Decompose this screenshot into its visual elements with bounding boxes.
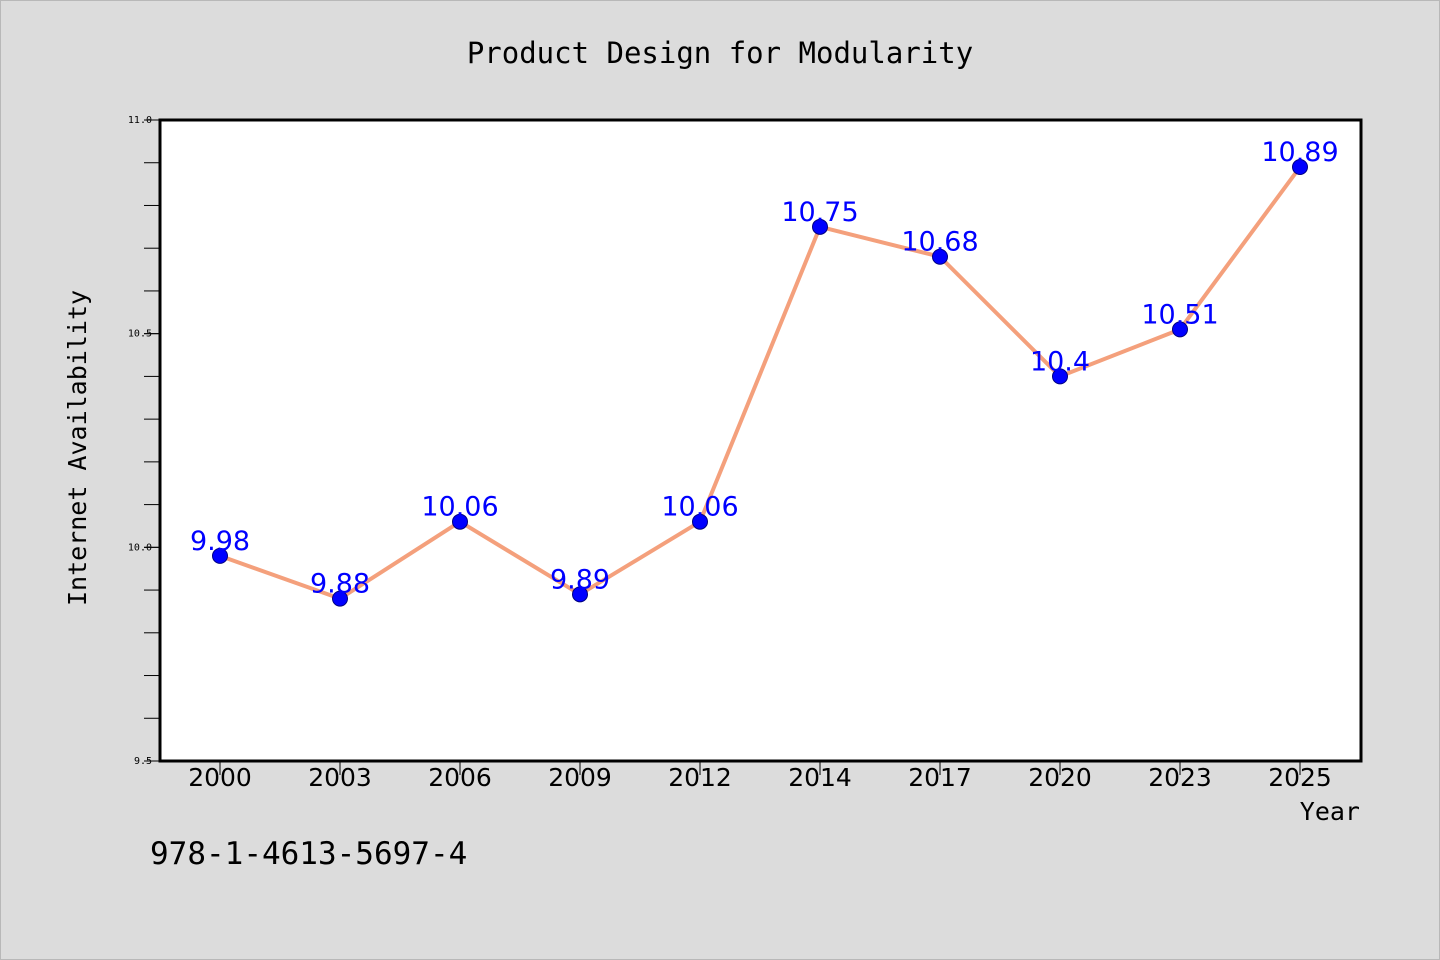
series-markers: [212, 159, 1308, 607]
data-point-marker: [572, 586, 588, 603]
data-point-marker: [1172, 321, 1188, 338]
data-label: 10.51: [1141, 299, 1218, 330]
x-tick-label: 2025: [1268, 763, 1332, 792]
data-point-marker: [1292, 159, 1308, 176]
data-label: 10.4: [1030, 346, 1090, 377]
data-label: 9.89: [550, 564, 610, 595]
series-line: [218, 165, 1302, 601]
x-tick-label: 2000: [188, 763, 252, 792]
data-point-marker: [452, 513, 468, 530]
y-tick-label: 11.0: [128, 115, 152, 126]
x-tick-label: 2014: [788, 763, 852, 792]
plot-area: [160, 120, 1361, 761]
data-label: 9.98: [190, 526, 250, 557]
x-tick-label: 2012: [668, 763, 732, 792]
chart-title: Product Design for Modularity: [467, 36, 973, 70]
data-point-marker: [212, 547, 228, 564]
data-point-marker: [932, 248, 948, 265]
series-line-path: [218, 165, 1302, 601]
x-tick-label: 2023: [1148, 763, 1212, 792]
x-tick-label: 2020: [1028, 763, 1092, 792]
y-tick-label: 10.5: [128, 329, 152, 340]
data-point-marker: [1052, 368, 1068, 385]
y-axis: 9.5 10.0 10.5 11.0: [128, 115, 160, 767]
x-tick-label: 2003: [308, 763, 372, 792]
y-axis-label: Internet Availability: [63, 290, 92, 606]
plot-frame: [158, 118, 1363, 763]
isbn-annotation: 978-1-4613-5697-4: [150, 836, 467, 872]
x-tick-label: 2006: [428, 763, 492, 792]
data-labels: 9.98 9.88 10.06 9.89 10.06 10.75 10.68 10.4 10.5…: [190, 137, 1339, 600]
data-label: 9.88: [310, 569, 370, 600]
data-point-marker: [812, 218, 828, 235]
y-tick-label: 9.5: [134, 756, 152, 767]
data-label: 10.75: [781, 197, 858, 228]
x-axis: 2000 2003 2006 2009 2012 2014 2017 2020 2023 2025: [188, 761, 1332, 792]
y-tick-label: 10.0: [128, 542, 152, 553]
x-axis-label: Year: [1300, 797, 1360, 826]
data-label: 10.89: [1261, 137, 1338, 168]
data-point-marker: [332, 590, 348, 607]
data-label: 10.06: [661, 492, 738, 523]
x-tick-label: 2017: [908, 763, 972, 792]
data-point-marker: [692, 513, 708, 530]
data-label: 10.68: [901, 227, 978, 258]
data-label: 10.06: [421, 492, 498, 523]
x-tick-label: 2009: [548, 763, 612, 792]
